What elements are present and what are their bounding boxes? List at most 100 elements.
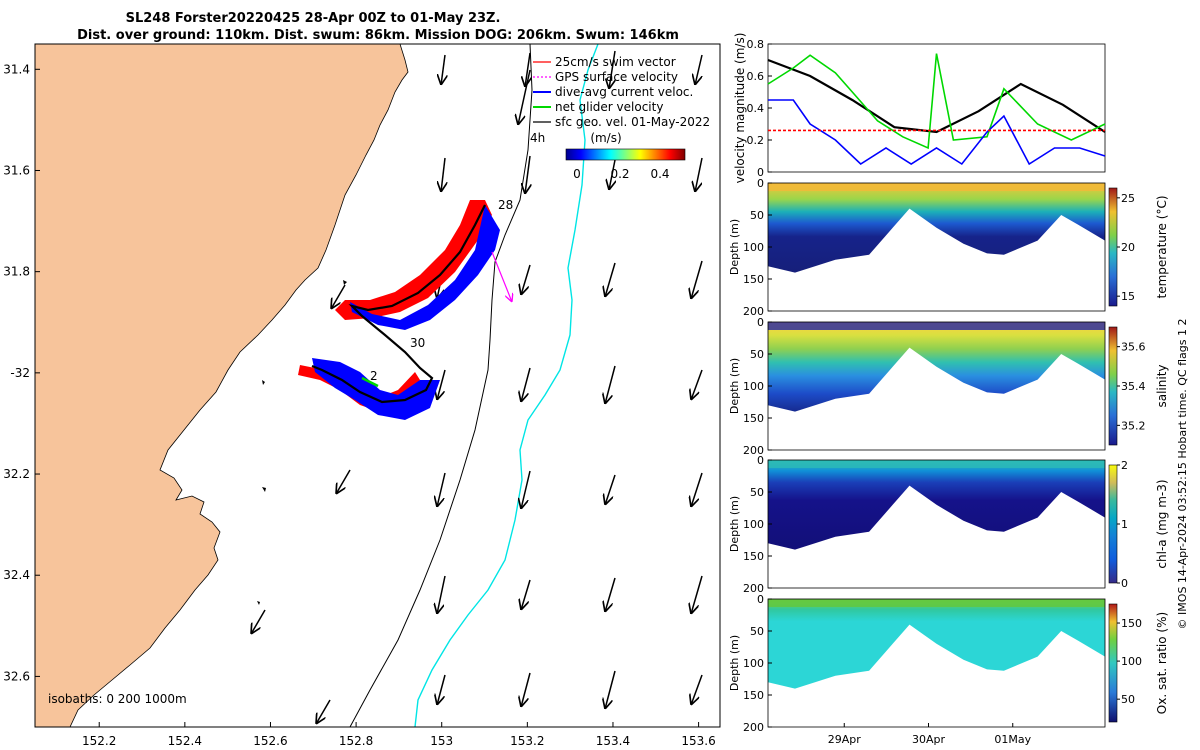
velocity-vector-field <box>251 50 703 724</box>
section-field <box>768 183 1105 273</box>
velocity-ticks: 0 0.2 0.4 0.6 0.8 <box>747 38 772 179</box>
section-xtick-label: 30Apr <box>912 733 946 746</box>
colorbar-tick-label: 150 <box>1121 617 1142 630</box>
map-xtick-label: 153.2 <box>510 734 544 748</box>
vector-arrow <box>437 674 446 705</box>
map-xtick-label: 152.8 <box>339 734 373 748</box>
colorbar-tick-label: 0 <box>1121 577 1128 590</box>
section-chl-a: 0 50 100 150 200 Depth (m) 0 1 2 chl-a (mg m-3) <box>728 454 1169 595</box>
map-xtick-label: 153.4 <box>596 734 630 748</box>
colorbar-tick-label: 35.2 <box>1121 419 1146 432</box>
map-ytick-label: 32.2 <box>3 467 30 481</box>
cyan-track <box>414 44 599 727</box>
legend-net-label: net glider velocity <box>555 100 663 114</box>
vector-arrow <box>525 52 530 87</box>
section-oxygen: 0 50 100 150 200 Depth (m) 50 100 150 Ox. sat. ra… <box>728 593 1169 746</box>
credit-text: © IMOS 14-Apr-2024 03:52:15 Hobart time.… <box>1176 319 1189 630</box>
section-surface-layer <box>768 460 1105 468</box>
section-field <box>768 460 1105 550</box>
map-xtick-label: 153.6 <box>681 734 715 748</box>
vector-arrow <box>695 157 703 192</box>
vector-arrow <box>521 264 531 295</box>
section-ylabel: Depth (m) <box>728 219 741 275</box>
isobath-label: isobaths: 0 200 1000m <box>48 692 187 706</box>
section-cbar-label: chl-a (mg m-3) <box>1155 479 1169 568</box>
velocity-ylabel: velocity magnitude (m/s) <box>733 33 747 184</box>
vector-arrow <box>691 674 703 705</box>
velocity-chart: 0 0.2 0.4 0.6 0.8 velocity magnitude (m/s) <box>733 33 1106 184</box>
map-ytick-label: -32 <box>10 366 30 380</box>
vector-arrow <box>691 260 703 299</box>
colorbar-tick-label: 50 <box>1121 693 1135 706</box>
map-legend: 25cm/s swim vector GPS surface velocity … <box>533 55 710 181</box>
velocity-ytick-label: 0.8 <box>747 38 765 51</box>
colorbar-tick-0: 0 <box>573 167 581 181</box>
map-ytick-label: 31.4 <box>3 62 30 76</box>
map-ytick-label: 32.6 <box>3 669 30 683</box>
section-ytick-label: 100 <box>743 241 764 254</box>
vector-arrow <box>605 670 616 709</box>
vector-arrow <box>437 472 446 507</box>
velocity-series-2 <box>768 99 1106 166</box>
velocity-series-0 <box>767 58 1106 134</box>
glider-track <box>298 200 512 420</box>
map-ticks: 152.2 152.4 152.6 152.8 153 153.2 153.4 153.6 31… <box>3 62 715 748</box>
vector-arrow <box>695 54 703 85</box>
section-salinity: 0 50 100 150 200 Depth (m) 35.2 35.4 35.6 salinit… <box>728 316 1169 457</box>
vector-arrow <box>441 157 445 192</box>
colorbar-tick-1: 0.2 <box>610 167 629 181</box>
map-xtick-label: 152.4 <box>168 734 202 748</box>
colorbar-tick-label: 35.4 <box>1121 380 1146 393</box>
velocity-axes <box>767 43 1106 173</box>
vector-arrow <box>521 672 531 707</box>
section-ylabel: Depth (m) <box>728 496 741 552</box>
map-xtick-label: 152.2 <box>82 734 116 748</box>
vector-arrow <box>437 369 446 400</box>
section-xtick-label: 29Apr <box>828 733 862 746</box>
vector-arrow <box>331 284 346 309</box>
section-ytick-label: 150 <box>743 273 764 286</box>
day-label-28: 28 <box>498 198 513 212</box>
section-surface-layer <box>768 599 1105 607</box>
colorbar-tick-label: 15 <box>1121 290 1135 303</box>
legend-geo-label: sfc geo. vel. 01-May-2022 <box>555 115 710 129</box>
velocity-ytick-label: 0.6 <box>747 70 765 83</box>
vector-arrow <box>521 367 531 402</box>
legend-gps-label: GPS surface velocity <box>555 70 678 84</box>
section-ytick-label: 200 <box>743 721 764 734</box>
section-xtick-label: 01May <box>994 733 1031 746</box>
vector-arrow <box>251 609 266 634</box>
title-line-1: SL248 Forster20220425 28-Apr 00Z to 01-M… <box>126 11 501 26</box>
section-temperature: 0 50 100 150 200 Depth (m) 15 20 25 temperature (… <box>728 177 1169 318</box>
vector-arrow <box>525 155 530 194</box>
map-ytick-label: 31.6 <box>3 163 30 177</box>
section-ytick-label: 150 <box>743 689 764 702</box>
section-ytick-label: 200 <box>743 582 764 595</box>
map-xtick-label: 152.6 <box>253 734 287 748</box>
vector-arrow <box>691 369 703 400</box>
section-ytick-label: 150 <box>743 550 764 563</box>
title-line-2: Dist. over ground: 110km. Dist. swum: 86… <box>77 28 679 43</box>
colorbar-tick-label: 2 <box>1121 459 1128 472</box>
vector-arrow <box>605 262 616 297</box>
section-ytick-label: 100 <box>743 657 764 670</box>
section-ylabel: Depth (m) <box>728 635 741 691</box>
section-ylabel: Depth (m) <box>728 358 741 414</box>
section-field <box>768 322 1105 412</box>
map-frame <box>34 43 721 728</box>
vector-arrow <box>609 50 615 89</box>
isobath-1000m <box>349 44 533 727</box>
vector-arrow <box>609 159 615 190</box>
section-cbar-label: temperature (°C) <box>1155 196 1169 299</box>
section-ytick-label: 50 <box>750 625 764 638</box>
vector-arrow <box>437 575 446 614</box>
map-ytick-label: 32.4 <box>3 568 30 582</box>
time-label-4h: 4h <box>530 131 545 145</box>
map-xtick-label: 153 <box>430 734 453 748</box>
section-surface-layer <box>768 322 1105 330</box>
vector-arrow <box>605 365 616 404</box>
section-ytick-label: 0 <box>757 177 764 190</box>
vector-arrow <box>605 577 616 612</box>
